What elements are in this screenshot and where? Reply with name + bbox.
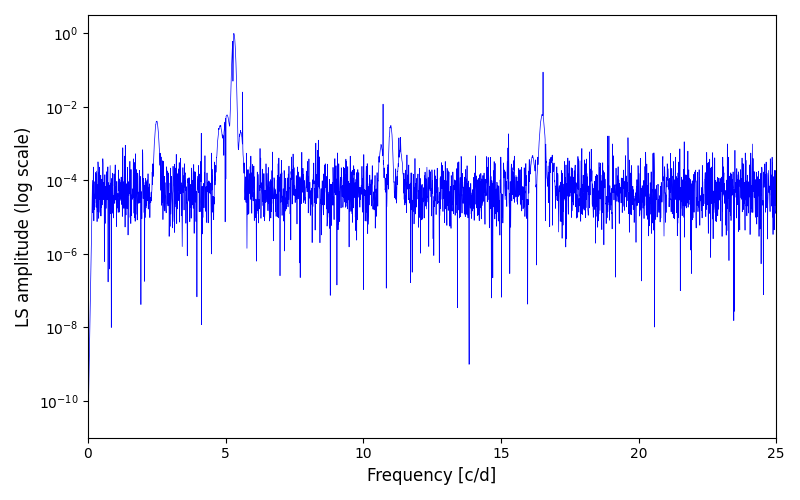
Y-axis label: LS amplitude (log scale): LS amplitude (log scale): [15, 126, 33, 326]
X-axis label: Frequency [c/d]: Frequency [c/d]: [367, 467, 497, 485]
